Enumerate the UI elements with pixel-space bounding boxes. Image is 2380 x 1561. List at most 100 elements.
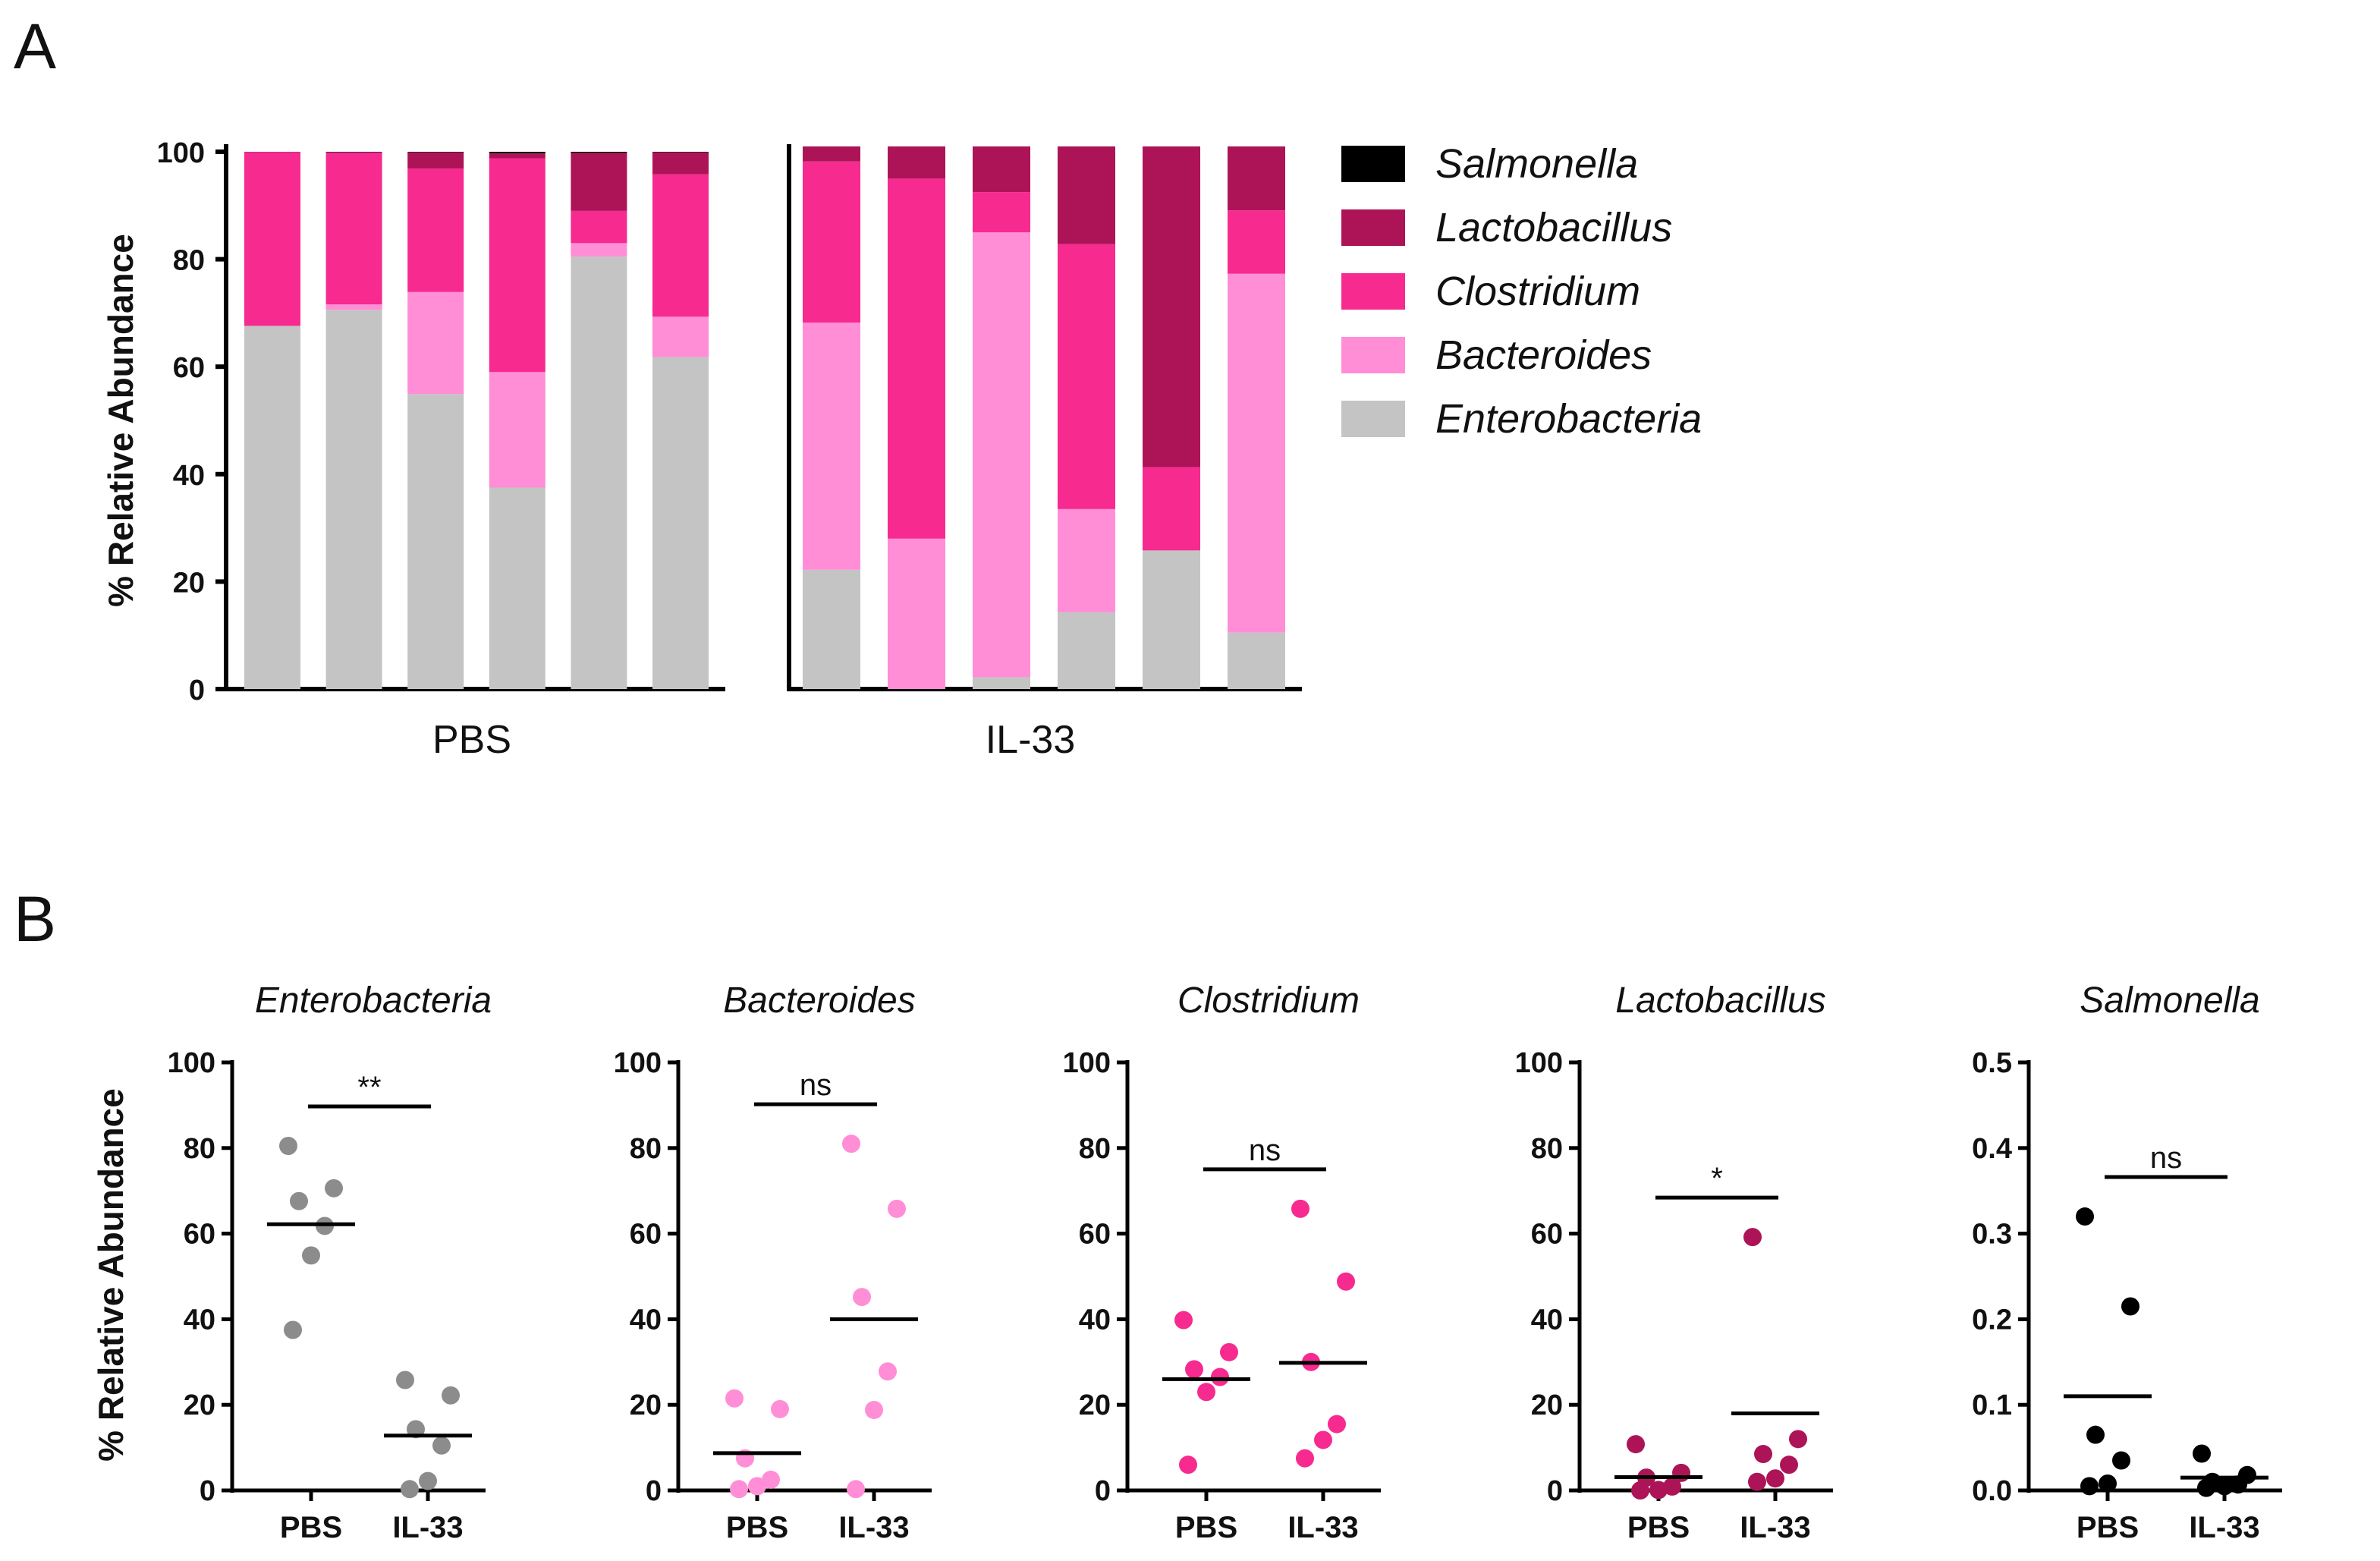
data-point-clostridium-pbs [1220,1342,1238,1361]
legend-swatch-clostridium [1341,273,1405,310]
bar-pbs-2-clostridium [325,152,382,305]
data-point-clostridium-il-33 [1314,1430,1332,1449]
bar-il-33-5-lactobacillus [1143,146,1200,467]
bar-il-33-6-clostridium [1228,210,1285,274]
bar-pbs-3-enterobacteria [407,394,464,689]
scatter-category-label-pbs-lactobacillus: PBS [1627,1511,1690,1544]
scatter-y-tick-label-bacteroides: 60 [630,1219,662,1251]
data-point-clostridium-pbs [1197,1383,1215,1402]
scatter-category-label-pbs-enterobacteria: PBS [280,1511,342,1544]
scatter-y-tick-label-enterobacteria: 40 [184,1304,215,1336]
bar-pbs-4-enterobacteria [489,487,545,689]
scatter-y-tick-label-enterobacteria: 20 [184,1389,215,1421]
data-point-bacteroides-pbs [725,1389,744,1408]
bar-il-33-4-clostridium [1058,244,1115,509]
bar-il-33-5-enterobacteria [1143,550,1200,689]
bar-pbs-6-enterobacteria [652,357,709,689]
scatter-y-tick-label-clostridium: 100 [1063,1047,1111,1079]
bar-pbs-4-salmonella [489,152,545,154]
data-point-clostridium-pbs [1179,1456,1197,1474]
scatter-category-label-il-33-bacteroides: IL-33 [838,1511,909,1544]
scatter-y-tick-label-salmonella: 0.0 [1972,1475,2012,1507]
bar-il-33-2-lactobacillus [888,146,945,179]
scatter-y-tick-label-salmonella: 0.2 [1972,1304,2012,1336]
data-point-lactobacillus-il-33 [1766,1469,1784,1488]
scatter-y-tick-label-enterobacteria: 60 [184,1219,215,1251]
scatter-y-tick-label-bacteroides: 40 [630,1304,662,1336]
bar-pbs-3-clostridium [407,168,464,292]
legend-swatch-enterobacteria [1341,401,1405,437]
panel-a-y-tick-label: 80 [173,245,205,277]
scatter-category-label-pbs-clostridium: PBS [1175,1511,1237,1544]
bar-pbs-6-bacteroides [652,316,709,357]
legend-label-salmonella: Salmonella [1435,141,1638,187]
bar-pbs-1-lactobacillus [244,152,300,153]
scatter-y-tick-label-lactobacillus: 20 [1531,1389,1563,1421]
legend-label-clostridium: Clostridium [1435,269,1640,314]
data-point-salmonella-il-33 [2197,1478,2215,1497]
scatter-y-tick-label-clostridium: 40 [1079,1304,1111,1336]
bar-il-33-2-clostridium [888,178,945,539]
legend-swatch-salmonella [1341,146,1405,182]
bar-pbs-5-salmonella [571,152,627,153]
scatter-y-tick-label-salmonella: 0.5 [1972,1047,2012,1079]
data-point-clostridium-pbs [1174,1311,1193,1330]
scatter-y-tick-label-lactobacillus: 40 [1531,1304,1563,1336]
bar-il-33-3-bacteroides [973,232,1030,678]
scatter-y-tick-label-enterobacteria: 80 [184,1133,215,1165]
scatter-y-tick-label-enterobacteria: 100 [168,1047,215,1079]
scatter-y-tick-label-salmonella: 0.3 [1972,1219,2012,1251]
panel-b-scatter-charts: Enterobacteria % Relative Abundance 0 20 40 6… [91,980,2282,1544]
data-point-bacteroides-il-33 [853,1288,871,1307]
bar-il-33-1-bacteroides [803,323,860,570]
data-point-lactobacillus-il-33 [1789,1430,1807,1449]
bar-pbs-3-lactobacillus [407,152,464,168]
bar-pbs-5-bacteroides [571,243,627,257]
bar-pbs-5-enterobacteria [571,256,627,689]
data-point-enterobacteria-il-33 [442,1386,460,1405]
data-point-salmonella-il-33 [2215,1477,2234,1496]
bar-il-33-3-enterobacteria [973,677,1030,689]
data-point-salmonella-il-33 [2193,1444,2211,1463]
scatter-title-enterobacteria: Enterobacteria [255,980,492,1021]
panel-a-letter: A [14,11,56,82]
panel-a-stacked-bar-chart: % Relative Abundance 0 20 40 60 80 100 PBS IL-33… [101,137,1702,762]
bar-il-33-2-bacteroides [888,538,945,689]
scatter-y-tick-label-clostridium: 0 [1095,1475,1111,1507]
data-point-bacteroides-il-33 [847,1480,865,1499]
data-point-lactobacillus-il-33 [1743,1228,1762,1247]
data-point-clostridium-il-33 [1337,1272,1355,1291]
bar-pbs-5-clostridium [571,210,627,244]
legend-label-bacteroides: Bacteroides [1435,332,1652,378]
panel-a-y-tick-label: 0 [189,675,205,707]
significance-label-salmonella: ns [2150,1141,2182,1175]
scatter-category-label-il-33-enterobacteria: IL-33 [392,1511,463,1544]
scatter-y-tick-label-enterobacteria: 0 [200,1475,215,1507]
data-point-bacteroides-pbs [748,1477,766,1496]
bar-pbs-2-enterobacteria [325,310,382,689]
bar-il-33-1-lactobacillus [803,146,860,162]
scatter-y-tick-label-lactobacillus: 60 [1531,1219,1563,1251]
bar-pbs-3-bacteroides [407,291,464,395]
bar-il-33-3-lactobacillus [973,146,1030,193]
data-point-bacteroides-il-33 [842,1135,860,1153]
scatter-title-bacteroides: Bacteroides [723,980,915,1021]
bar-il-33-6-enterobacteria [1228,632,1285,689]
data-point-lactobacillus-pbs [1649,1481,1668,1500]
scatter-category-label-il-33-salmonella: IL-33 [2189,1511,2259,1544]
data-point-lactobacillus-il-33 [1780,1456,1798,1474]
bar-il-33-4-bacteroides [1058,508,1115,612]
panel-a-group-label-pbs: PBS [432,718,511,762]
data-point-enterobacteria-pbs [284,1320,302,1339]
bar-pbs-2-bacteroides [325,304,382,310]
scatter-category-label-pbs-salmonella: PBS [2077,1511,2139,1544]
bar-pbs-4-bacteroides [489,372,545,488]
data-point-bacteroides-pbs [771,1399,789,1418]
data-point-clostridium-il-33 [1296,1449,1314,1468]
data-point-lactobacillus-il-33 [1748,1472,1766,1491]
bar-il-33-4-lactobacillus [1058,146,1115,244]
data-point-enterobacteria-pbs [290,1191,308,1210]
data-point-enterobacteria-il-33 [419,1471,437,1490]
scatter-y-tick-label-clostridium: 60 [1079,1219,1111,1251]
